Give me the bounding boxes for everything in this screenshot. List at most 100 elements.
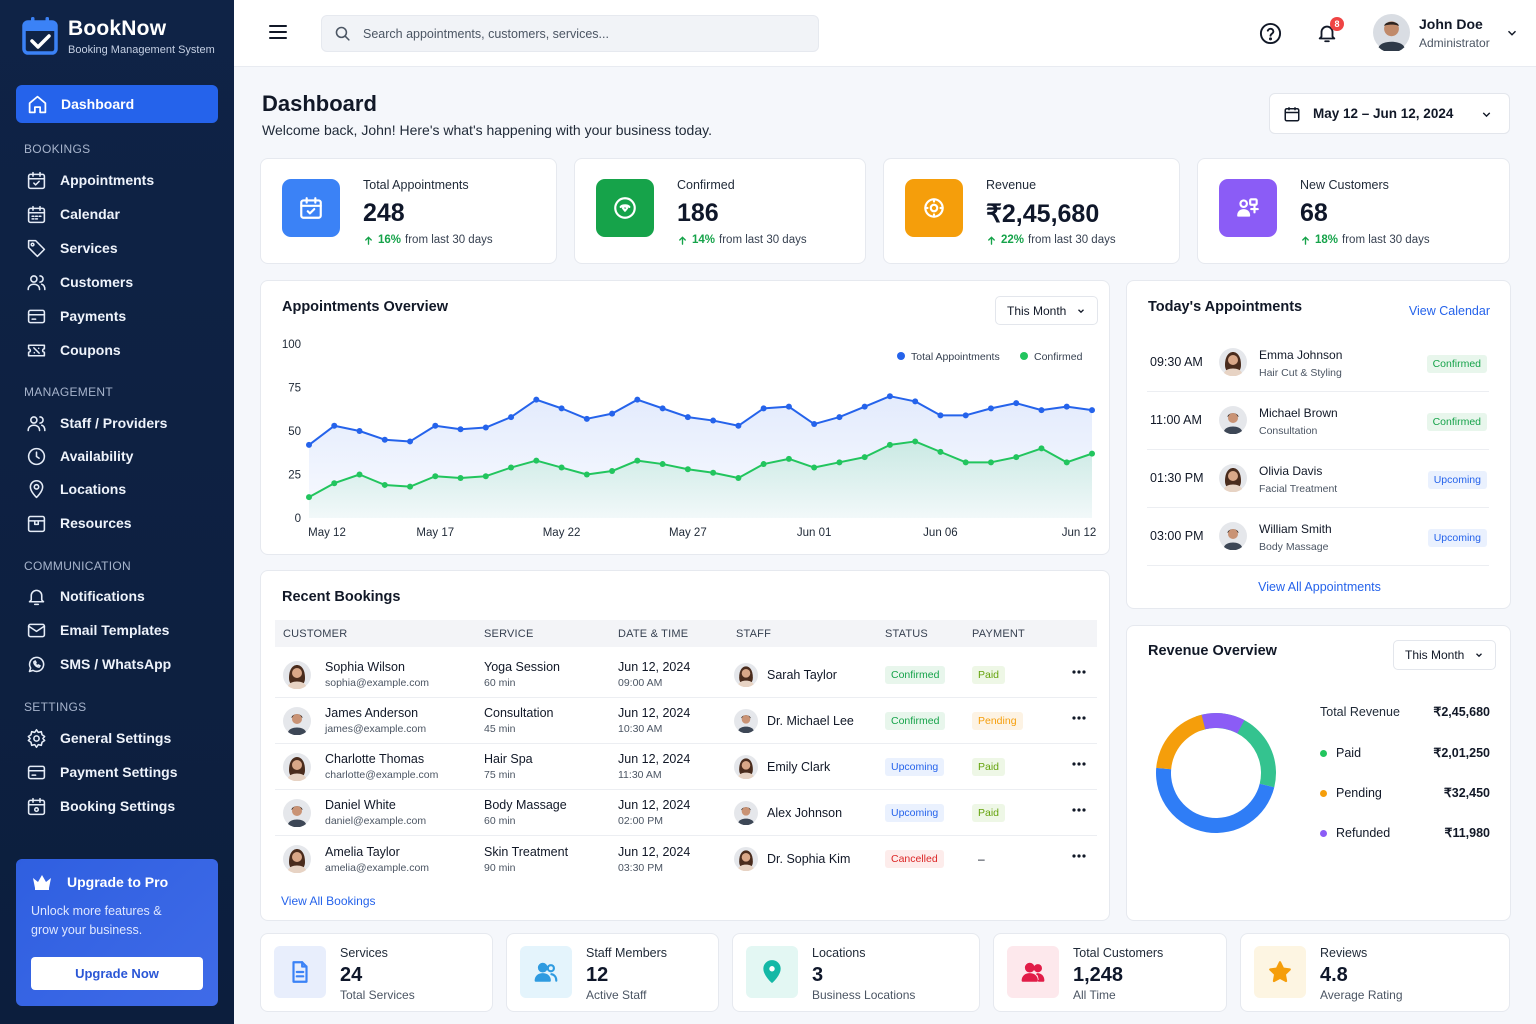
more-options-icon[interactable] [1072, 716, 1086, 720]
today-appointment-row[interactable]: 01:30 PM Olivia Davis Facial Treatment Upco… [1147, 450, 1489, 508]
more-options-icon[interactable] [1072, 762, 1086, 766]
column-header: PAYMENT [972, 627, 1025, 640]
staff-name: Emily Clark [767, 759, 831, 774]
help-icon[interactable] [1259, 22, 1282, 45]
customer-email: daniel@example.com [325, 815, 427, 827]
x-tick-label: May 22 [543, 527, 581, 539]
avatar [283, 660, 311, 689]
sidebar-item-availability[interactable]: Availability [26, 445, 133, 467]
avatar [734, 708, 758, 733]
today-appointment-row[interactable]: 03:00 PM William Smith Body Massage Upcomin… [1147, 508, 1489, 566]
sidebar-item-staff-providers[interactable]: Staff / Providers [26, 412, 167, 434]
customer-cell: Daniel White daniel@example.com [283, 798, 426, 827]
topbar: Search appointments, customers, services… [234, 0, 1536, 67]
date-range-picker[interactable]: May 12 – Jun 12, 2024 [1269, 93, 1510, 134]
recent-bookings-title: Recent Bookings [282, 589, 401, 605]
staff-cell: Dr. Sophia Kim [734, 847, 850, 871]
stat-change-suffix: from last 30 days [719, 234, 807, 246]
data-point [962, 459, 969, 466]
customer-email: sophia@example.com [325, 677, 430, 689]
period-value: This Month [1007, 303, 1067, 318]
search-bar[interactable]: Search appointments, customers, services… [321, 15, 819, 52]
today-appointment-row[interactable]: 09:30 AM Emma Johnson Hair Cut & Styling Co… [1147, 334, 1489, 392]
notifications-button[interactable]: 8 [1316, 17, 1344, 45]
sidebar-item-label: Customers [60, 274, 134, 290]
arrow-up-icon [988, 235, 995, 245]
general-settings-icon [27, 728, 46, 748]
sidebar-item-payments[interactable]: Payments [26, 305, 126, 327]
sidebar-item-dashboard[interactable]: Dashboard [16, 85, 218, 123]
summary-value: 12 [586, 964, 609, 986]
booking-time: 09:00 AM [618, 677, 663, 689]
table-row[interactable]: Daniel White daniel@example.com Body Massa… [275, 790, 1097, 836]
sidebar-item-customers[interactable]: Customers [26, 271, 133, 293]
table-row[interactable]: Amelia Taylor amelia@example.com Skin Trea… [275, 836, 1097, 882]
summary-value: 24 [340, 964, 363, 986]
sidebar-item-sms-whatsapp[interactable]: SMS / WhatsApp [26, 653, 171, 675]
sidebar-item-locations[interactable]: Locations [26, 478, 126, 500]
avatar [283, 798, 311, 827]
sidebar-item-payment-settings[interactable]: Payment Settings [26, 761, 177, 783]
series-line [308, 395, 1093, 446]
staff-name: Dr. Michael Lee [767, 713, 854, 728]
sidebar-item-resources[interactable]: Resources [26, 512, 132, 534]
sidebar-item-email-templates[interactable]: Email Templates [26, 619, 169, 641]
brand-tagline: Booking Management System [68, 43, 215, 56]
table-row[interactable]: Charlotte Thomas charlotte@example.com Hai… [275, 744, 1097, 790]
stat-label: Revenue [986, 178, 1037, 192]
sidebar-item-booking-settings[interactable]: Booking Settings [26, 795, 175, 817]
data-point [836, 414, 843, 421]
search-input[interactable]: Search appointments, customers, services… [363, 26, 609, 41]
sidebar-item-general-settings[interactable]: General Settings [26, 727, 171, 749]
sidebar-item-services[interactable]: Services [26, 237, 118, 259]
recent-bookings-card: Recent Bookings CUSTOMER SERVICE DATE & TI… [260, 570, 1110, 921]
arrow-up-icon [365, 235, 372, 245]
legend-marker [897, 352, 905, 360]
status-label: Upcoming [1427, 529, 1487, 547]
sidebar-item-calendar[interactable]: Calendar [26, 203, 120, 225]
date-range-value: May 12 – Jun 12, 2024 [1313, 106, 1454, 121]
legend-dot [1320, 829, 1327, 837]
data-point [886, 393, 893, 400]
more-options-icon[interactable] [1072, 808, 1086, 812]
sidebar-item-appointments[interactable]: Appointments [26, 169, 154, 191]
sidebar-item-label: Coupons [60, 342, 121, 358]
booking-date: Jun 12, 2024 [618, 752, 691, 766]
today-appointment-row[interactable]: 11:00 AM Michael Brown Consultation Confirm… [1147, 392, 1489, 450]
confirmed-stat-card: Confirmed 186 14% from last 30 days [574, 158, 866, 264]
user-menu[interactable]: John Doe Administrator [1373, 14, 1519, 51]
sidebar: BookNow Booking Management System Dashbo… [0, 0, 234, 1024]
summary-value: 3 [812, 964, 824, 986]
booking-settings-icon [27, 797, 46, 815]
sidebar-item-coupons[interactable]: Coupons [26, 339, 121, 361]
service-cell: Consultation 45 min [484, 706, 554, 735]
datetime-cell: Jun 12, 2024 11:30 AM [618, 752, 690, 781]
sidebar-item-label: Dashboard [61, 96, 135, 112]
overview-period-select[interactable]: This Month [995, 296, 1099, 325]
hamburger-menu-icon[interactable] [269, 24, 287, 40]
upgrade-now-button[interactable]: Upgrade Now [31, 957, 203, 990]
table-row[interactable]: James Anderson james@example.com Consultat… [275, 698, 1097, 744]
chevron-down-icon [1482, 112, 1491, 118]
status-label: Upcoming [1427, 471, 1487, 489]
sidebar-item-notifications[interactable]: Notifications [26, 585, 145, 607]
sidebar-section-title: SETTINGS [24, 700, 87, 714]
table-row[interactable]: Sophia Wilson sophia@example.com Yoga Sess… [275, 652, 1097, 698]
more-options-icon[interactable] [1072, 854, 1086, 858]
total-appointments-stat-icon [282, 179, 340, 237]
appointments-icon [27, 171, 46, 189]
view-calendar-link[interactable]: View Calendar [1408, 304, 1490, 318]
staff-name: Dr. Sophia Kim [767, 852, 851, 866]
avatar [283, 706, 311, 735]
view-all-bookings-link[interactable]: View All Bookings [281, 894, 376, 908]
brand[interactable]: BookNow Booking Management System [22, 16, 215, 56]
more-options-icon[interactable] [1072, 670, 1086, 674]
data-point [684, 414, 691, 421]
upgrade-promo-card: Upgrade to Pro Unlock more features & gr… [16, 859, 218, 1006]
avatar [734, 754, 758, 779]
summary-label: Locations [812, 946, 866, 960]
revenue-legend-label: Refunded [1336, 825, 1391, 840]
revenue-period-select[interactable]: This Month [1393, 640, 1497, 670]
booking-time: 03:30 PM [618, 861, 663, 874]
view-all-appointments-link[interactable]: View All Appointments [1258, 580, 1381, 594]
